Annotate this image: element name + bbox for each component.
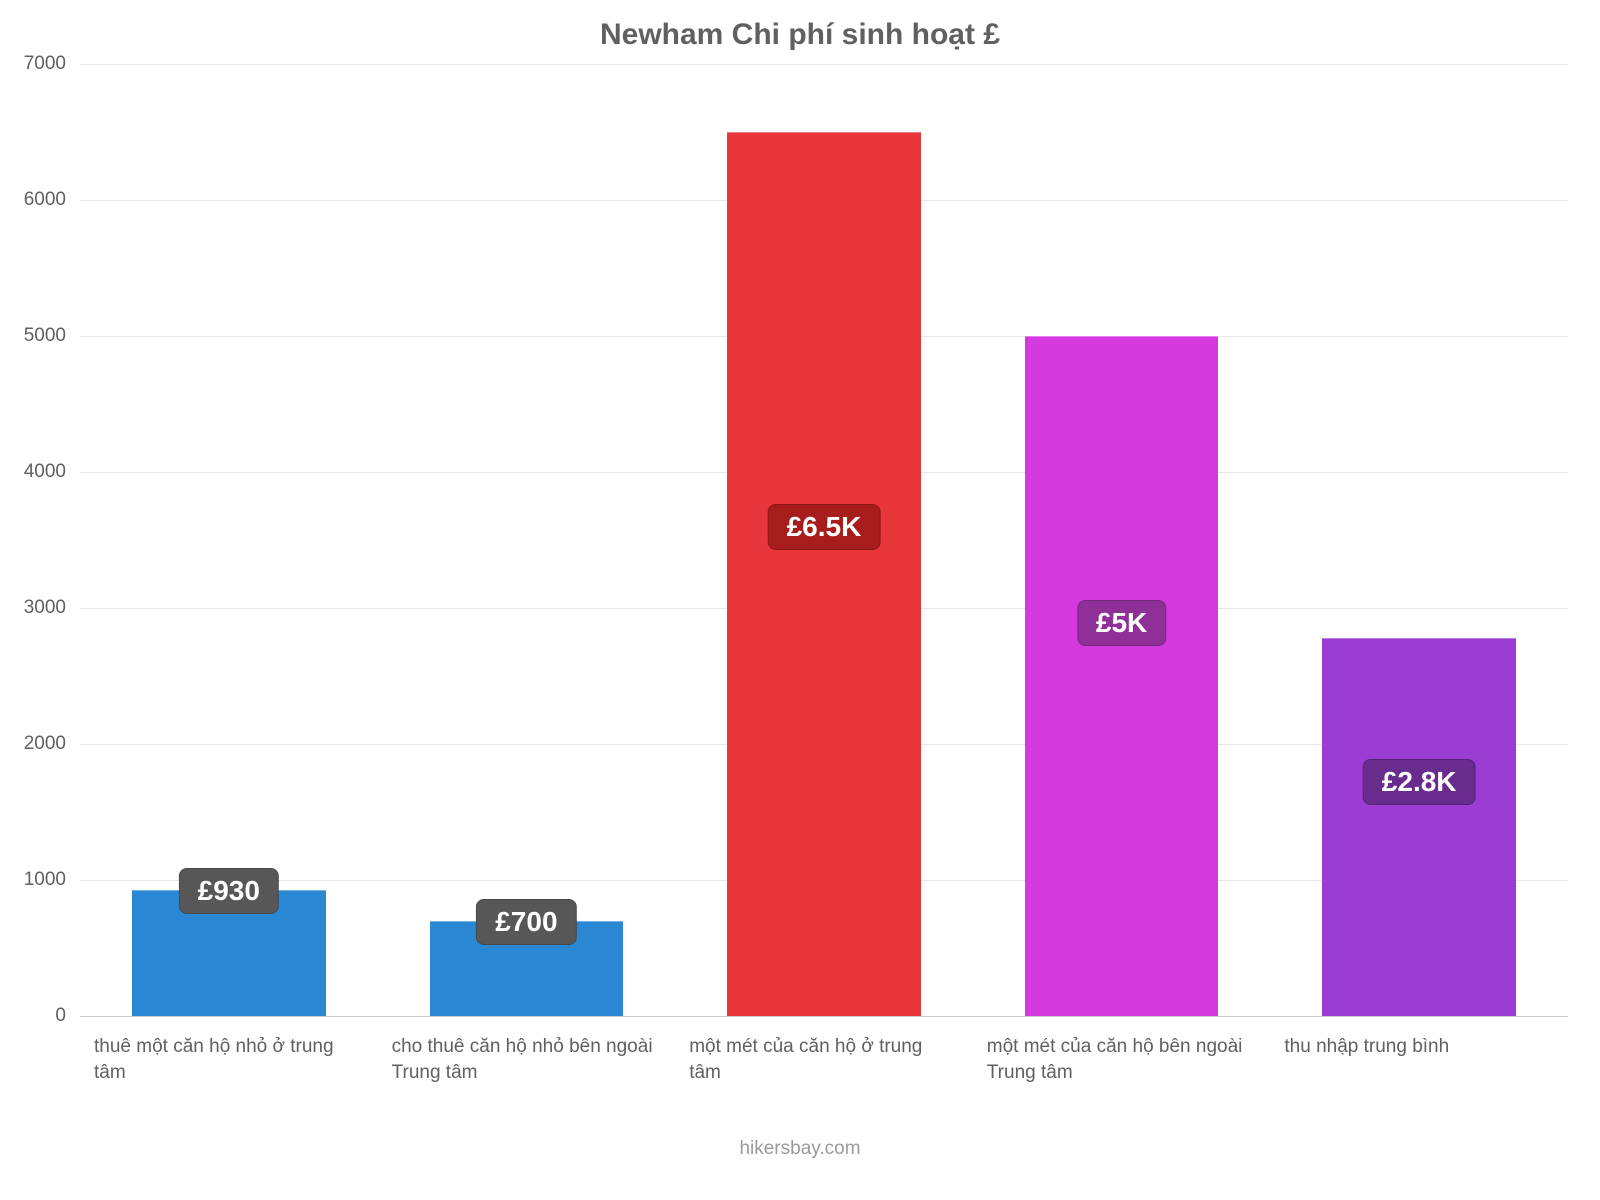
bar-slot: £930 [80,64,378,1016]
cost-of-living-chart: Newham Chi phí sinh hoạt £ 0 1000 2000 3000… [0,0,1600,1200]
value-badge: £2.8K [1363,759,1476,805]
y-tick-label: 3000 [24,597,66,619]
value-badge: £5K [1077,600,1166,646]
baseline [80,1016,1568,1017]
plot-area: 01000200030004000500060007000 £930£700£6… [80,64,1568,1016]
y-tick-label: 7000 [24,53,66,75]
chart-footer: hikersbay.com [0,1138,1600,1160]
chart-title: Newham Chi phí sinh hoạt £ [0,18,1600,52]
x-axis-label: thuê một căn hộ nhỏ ở trung tâm [80,1034,378,1085]
bar: £2.8K [1322,638,1515,1016]
value-badge: £930 [179,868,279,914]
y-tick-label: 0 [55,1005,66,1027]
x-axis-label: một mét của căn hộ ở trung tâm [675,1034,973,1085]
value-badge: £700 [476,899,576,945]
bar-slot: £6.5K [675,64,973,1016]
bar-slot: £2.8K [1270,64,1568,1016]
value-badge: £6.5K [768,504,881,550]
bar: £930 [132,890,325,1016]
x-axis-label: cho thuê căn hộ nhỏ bên ngoài Trung tâm [378,1034,676,1085]
bars-container: £930 £700 £6.5K £5K £2.8K [80,64,1568,1016]
y-tick-label: 1000 [24,869,66,891]
bar-slot: £700 [378,64,676,1016]
bar: £5K [1025,336,1218,1016]
y-tick-label: 5000 [24,325,66,347]
x-axis-labels: thuê một căn hộ nhỏ ở trung tâmcho thuê … [80,1034,1568,1085]
x-axis-label: thu nhập trung bình [1270,1034,1568,1085]
y-tick-label: 6000 [24,189,66,211]
bar: £6.5K [727,132,920,1016]
x-axis-label: một mét của căn hộ bên ngoài Trung tâm [973,1034,1271,1085]
y-tick-label: 4000 [24,461,66,483]
bar: £700 [430,921,623,1016]
y-tick-label: 2000 [24,733,66,755]
bar-slot: £5K [973,64,1271,1016]
